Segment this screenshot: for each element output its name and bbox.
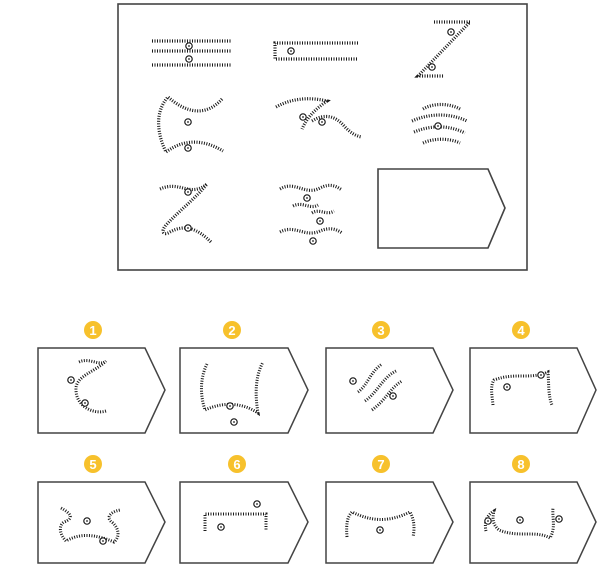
option-8[interactable]	[469, 481, 597, 564]
matrix-cell-1-1	[152, 39, 232, 67]
option-dot	[67, 376, 75, 384]
option-badge-label: 5	[89, 457, 96, 472]
option-badge-4	[512, 321, 530, 339]
option-badge-label: 6	[233, 457, 240, 472]
matrix-dot	[303, 194, 311, 202]
option-badge-label: 1	[89, 323, 96, 338]
missing-answer-cell	[377, 168, 506, 249]
option-badge-label: 2	[228, 323, 235, 338]
matrix-dot	[318, 118, 326, 126]
matrix-cell-1-2	[273, 41, 358, 61]
option-card	[179, 347, 309, 434]
option-dot	[555, 515, 563, 523]
option-3[interactable]	[325, 347, 454, 434]
option-dot	[376, 526, 384, 534]
option-shape	[74, 359, 108, 414]
question-matrix	[117, 3, 528, 271]
option-badge-5	[84, 455, 102, 473]
matrix-cell-2-3	[411, 102, 468, 145]
option-dot	[389, 392, 397, 400]
option-badge-label: 7	[377, 457, 384, 472]
option-card	[469, 481, 597, 564]
option-badge-7	[372, 455, 390, 473]
matrix-dot	[299, 113, 307, 121]
option-dot	[503, 383, 511, 391]
option-shape	[345, 510, 416, 538]
option-dot	[226, 402, 234, 410]
matrix-cell-3-2	[279, 183, 343, 235]
option-dot	[230, 418, 238, 426]
matrix-dot	[184, 188, 192, 196]
option-dot	[537, 371, 545, 379]
option-card	[179, 481, 309, 564]
matrix-frame	[117, 3, 528, 271]
option-dot	[516, 516, 524, 524]
option-6[interactable]	[179, 481, 309, 564]
matrix-dot	[184, 224, 192, 232]
matrix-cell-2-2	[275, 97, 363, 139]
option-dot	[217, 523, 225, 531]
option-5[interactable]	[37, 481, 166, 564]
option-badge-8	[512, 455, 530, 473]
option-badge-2	[223, 321, 241, 339]
option-dot	[349, 377, 357, 385]
matrix-dot	[434, 122, 442, 130]
option-card	[37, 347, 166, 434]
matrix-dot	[185, 42, 193, 50]
matrix-dot	[287, 47, 295, 55]
matrix-cell-2-1	[157, 94, 224, 155]
option-dot	[83, 517, 91, 525]
option-shape	[203, 512, 268, 531]
option-shape	[483, 507, 555, 541]
option-dot	[253, 500, 261, 508]
matrix-dot	[185, 55, 193, 63]
option-shape	[357, 362, 403, 412]
option-2[interactable]	[179, 347, 309, 434]
option-shape	[490, 369, 554, 406]
matrix-dot	[309, 237, 317, 245]
matrix-cell-1-3	[414, 20, 474, 78]
option-7[interactable]	[325, 481, 454, 564]
option-card	[469, 347, 597, 434]
option-4[interactable]	[469, 347, 597, 434]
option-card	[325, 347, 454, 434]
option-badge-label: 8	[517, 457, 524, 472]
option-dot	[81, 399, 89, 407]
matrix-dot	[316, 217, 324, 225]
matrix-dot	[428, 63, 436, 71]
option-badge-label: 3	[377, 323, 384, 338]
option-badge-6	[228, 455, 246, 473]
option-1[interactable]	[37, 347, 166, 434]
matrix-dot	[184, 144, 192, 152]
option-dot	[484, 517, 492, 525]
option-badge-label: 4	[517, 323, 525, 338]
option-badge-1	[84, 321, 102, 339]
option-dot	[99, 537, 107, 545]
matrix-dot	[184, 118, 192, 126]
option-card	[325, 481, 454, 564]
option-badge-3	[372, 321, 390, 339]
option-card	[37, 481, 166, 564]
matrix-dot	[447, 28, 455, 36]
